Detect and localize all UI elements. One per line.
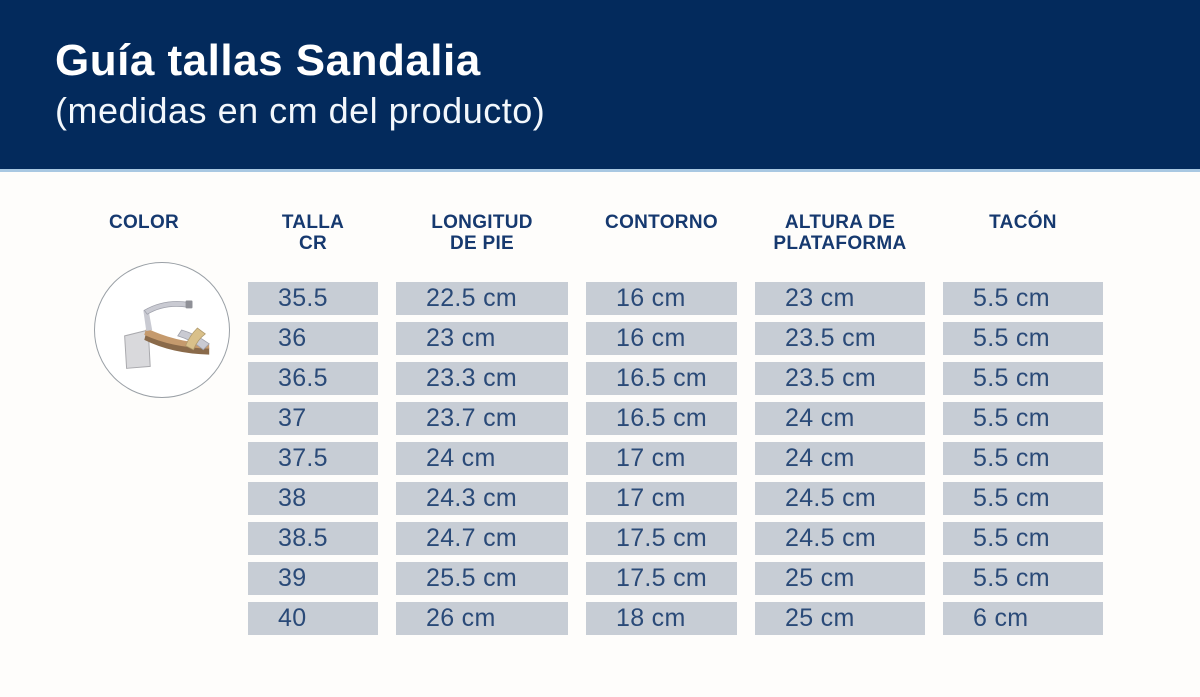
tacon-cell: 5.5 cm <box>943 522 1103 555</box>
talla-cell: 38 <box>248 482 378 515</box>
table-row: 36 23 cm 16 cm 23.5 cm 5.5 cm <box>58 322 1200 355</box>
column-header-altura-de-plataforma: ALTURA DE PLATAFORMA <box>773 212 907 255</box>
altura-cell: 24.5 cm <box>755 482 925 515</box>
sandal-product-image <box>94 262 230 398</box>
contorno-cell: 16 cm <box>586 322 737 355</box>
size-guide-table: COLOR TALLA CR LONGITUD DE PIE CONTORNO AL… <box>0 212 1200 635</box>
table-row: 38 24.3 cm 17 cm 24.5 cm 5.5 cm <box>58 482 1200 515</box>
contorno-cell: 17 cm <box>586 482 737 515</box>
table-row: 35.5 22.5 cm 16 cm 23 cm 5.5 cm <box>58 282 1200 315</box>
tacon-cell: 6 cm <box>943 602 1103 635</box>
talla-cell: 37 <box>248 402 378 435</box>
tacon-cell: 5.5 cm <box>943 322 1103 355</box>
column-header-tacon: TACÓN <box>989 212 1057 233</box>
table-header-row: COLOR TALLA CR LONGITUD DE PIE CONTORNO AL… <box>58 212 1200 270</box>
altura-cell: 24 cm <box>755 402 925 435</box>
talla-cell: 35.5 <box>248 282 378 315</box>
altura-cell: 24 cm <box>755 442 925 475</box>
altura-cell: 24.5 cm <box>755 522 925 555</box>
color-column-spacer <box>58 562 230 595</box>
table-row: 39 25.5 cm 17.5 cm 25 cm 5.5 cm <box>58 562 1200 595</box>
contorno-cell: 18 cm <box>586 602 737 635</box>
talla-cell: 39 <box>248 562 378 595</box>
talla-cell: 38.5 <box>248 522 378 555</box>
table-row: 38.5 24.7 cm 17.5 cm 24.5 cm 5.5 cm <box>58 522 1200 555</box>
contorno-cell: 16.5 cm <box>586 362 737 395</box>
longitud-cell: 24.7 cm <box>396 522 568 555</box>
talla-cell: 36 <box>248 322 378 355</box>
longitud-cell: 23.3 cm <box>396 362 568 395</box>
tacon-cell: 5.5 cm <box>943 362 1103 395</box>
table-row: 40 26 cm 18 cm 25 cm 6 cm <box>58 602 1200 635</box>
tacon-cell: 5.5 cm <box>943 402 1103 435</box>
color-column-spacer <box>58 482 230 515</box>
longitud-cell: 24 cm <box>396 442 568 475</box>
talla-cell: 40 <box>248 602 378 635</box>
altura-cell: 23 cm <box>755 282 925 315</box>
longitud-cell: 23.7 cm <box>396 402 568 435</box>
tacon-cell: 5.5 cm <box>943 562 1103 595</box>
tacon-cell: 5.5 cm <box>943 482 1103 515</box>
longitud-cell: 25.5 cm <box>396 562 568 595</box>
color-column-spacer <box>58 522 230 555</box>
page-subtitle: (medidas en cm del producto) <box>55 90 546 132</box>
column-header-longitud-de-pie: LONGITUD DE PIE <box>431 212 533 255</box>
page-title: Guía tallas Sandalia <box>55 36 481 85</box>
altura-cell: 25 cm <box>755 562 925 595</box>
column-header-color: COLOR <box>108 212 180 233</box>
contorno-cell: 16.5 cm <box>586 402 737 435</box>
contorno-cell: 16 cm <box>586 282 737 315</box>
contorno-cell: 17.5 cm <box>586 562 737 595</box>
color-column-spacer <box>58 442 230 475</box>
table-row: 37 23.7 cm 16.5 cm 24 cm 5.5 cm <box>58 402 1200 435</box>
column-header-contorno: CONTORNO <box>605 212 718 233</box>
contorno-cell: 17.5 cm <box>586 522 737 555</box>
color-column-spacer <box>58 402 230 435</box>
sandal-illustration <box>124 300 210 369</box>
talla-cell: 36.5 <box>248 362 378 395</box>
longitud-cell: 24.3 cm <box>396 482 568 515</box>
tacon-cell: 5.5 cm <box>943 282 1103 315</box>
color-column-spacer <box>58 602 230 635</box>
tacon-cell: 5.5 cm <box>943 442 1103 475</box>
column-header-talla-cr: TALLA CR <box>281 212 345 255</box>
table-row: 36.5 23.3 cm 16.5 cm 23.5 cm 5.5 cm <box>58 362 1200 395</box>
altura-cell: 23.5 cm <box>755 322 925 355</box>
longitud-cell: 22.5 cm <box>396 282 568 315</box>
table-row: 37.5 24 cm 17 cm 24 cm 5.5 cm <box>58 442 1200 475</box>
longitud-cell: 23 cm <box>396 322 568 355</box>
contorno-cell: 17 cm <box>586 442 737 475</box>
header-banner: Guía tallas Sandalia (medidas en cm del … <box>0 0 1200 172</box>
altura-cell: 25 cm <box>755 602 925 635</box>
altura-cell: 23.5 cm <box>755 362 925 395</box>
longitud-cell: 26 cm <box>396 602 568 635</box>
talla-cell: 37.5 <box>248 442 378 475</box>
